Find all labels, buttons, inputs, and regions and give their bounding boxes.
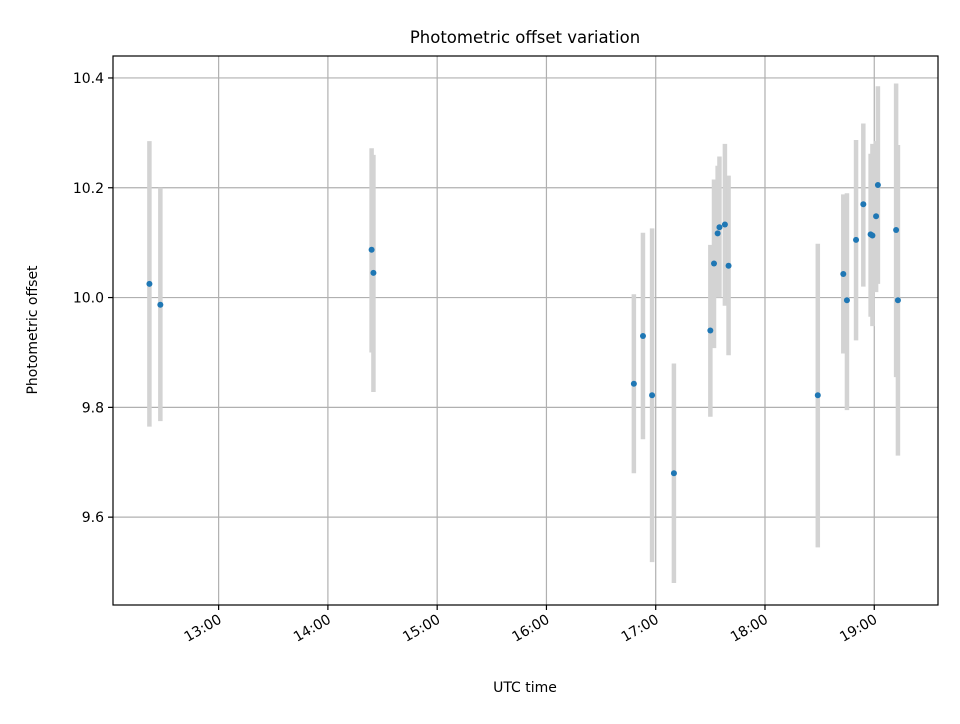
data-point [716, 224, 723, 231]
grid-lines [113, 56, 938, 605]
chart-title: Photometric offset variation [410, 28, 640, 47]
y-tick-label: 10.4 [73, 71, 104, 87]
data-point [721, 221, 728, 228]
data-point [368, 246, 375, 253]
data-point [873, 213, 880, 220]
data-point [370, 269, 377, 276]
x-axis-label: UTC time [493, 680, 557, 696]
data-point [707, 327, 714, 334]
data-point [843, 297, 850, 304]
y-tick-label: 10.2 [73, 181, 104, 197]
y-axis-label: Photometric offset [25, 265, 41, 395]
y-tick-label: 10.0 [73, 291, 104, 307]
data-point [860, 201, 867, 208]
data-point [840, 270, 847, 277]
y-tick-label: 9.8 [82, 400, 104, 416]
data-point [725, 262, 732, 269]
data-point [630, 380, 637, 387]
data-point [714, 230, 721, 237]
data-point [814, 392, 821, 399]
data-point [894, 297, 901, 304]
data-point [869, 232, 876, 239]
data-point [157, 301, 164, 308]
data-points [146, 182, 901, 477]
data-point [670, 470, 677, 477]
data-point [649, 392, 656, 399]
data-point [639, 332, 646, 339]
plot-frame [112, 55, 939, 606]
data-point [874, 182, 881, 189]
data-point [893, 227, 900, 234]
data-point [853, 236, 860, 243]
y-axis-ticks: 9.6 9.8 10.0 10.2 10.4 [73, 71, 113, 526]
data-point [146, 280, 153, 287]
data-point [710, 260, 717, 267]
y-tick-label: 9.6 [82, 510, 104, 526]
